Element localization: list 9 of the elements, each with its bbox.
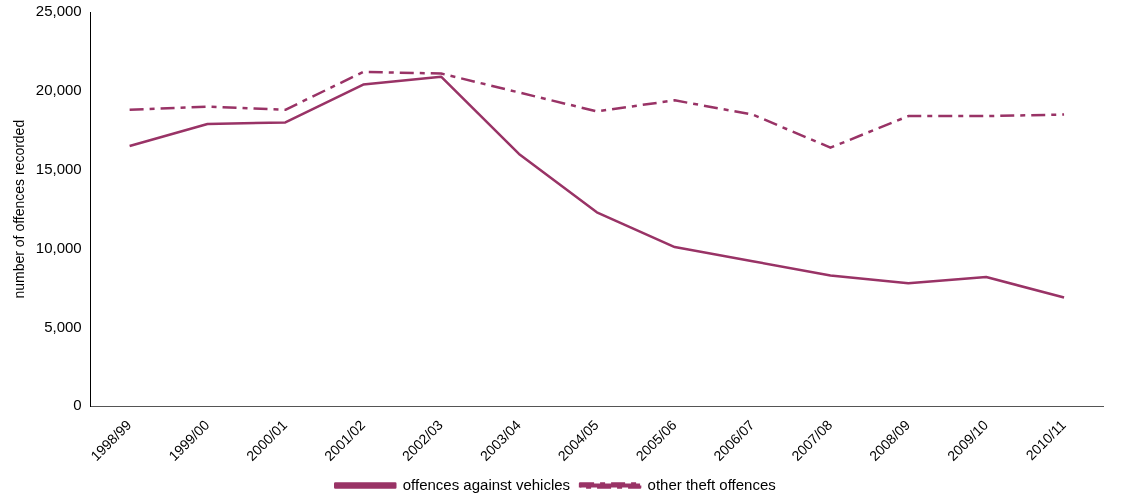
y-tick-label: 5,000 xyxy=(44,317,82,335)
legend-label: offences against vehicles xyxy=(402,475,571,493)
y-axis-title: number of offences recorded xyxy=(11,119,28,299)
y-tick-label: 25,000 xyxy=(35,2,82,20)
y-tick-label: 20,000 xyxy=(35,81,82,99)
y-tick-label: 0 xyxy=(73,396,82,414)
y-tick-label: 15,000 xyxy=(35,159,82,177)
y-tick-label: 10,000 xyxy=(35,238,82,256)
legend-label: other theft offences xyxy=(647,475,776,493)
